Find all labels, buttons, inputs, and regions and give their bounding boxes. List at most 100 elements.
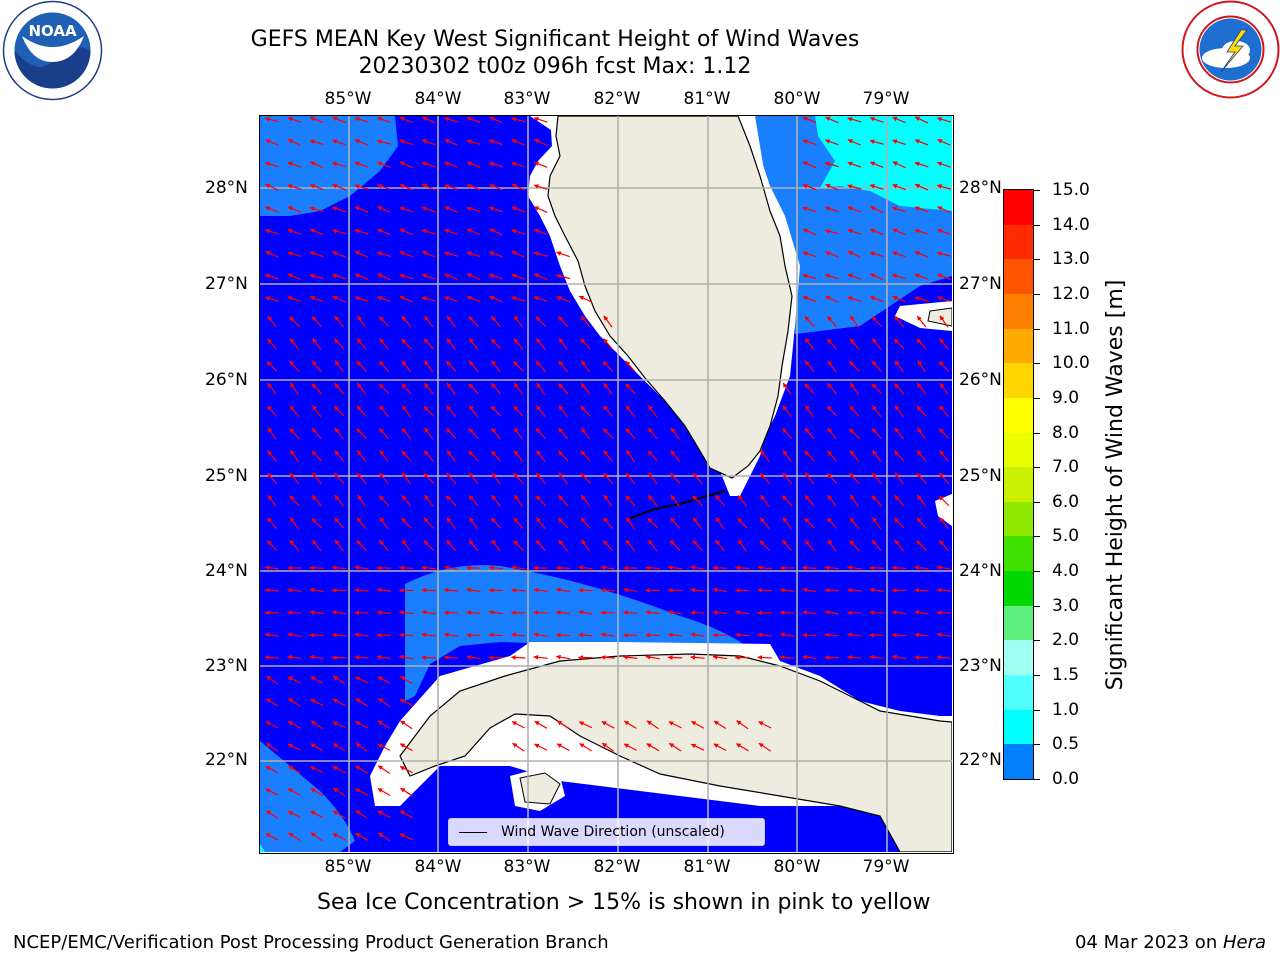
wind-wave-arrow [265, 765, 279, 774]
colorbar-tick-mark [1034, 190, 1040, 191]
wind-wave-arrow [557, 517, 569, 529]
wind-wave-arrow [602, 472, 614, 485]
wind-wave-arrow [266, 405, 278, 417]
wind-wave-arrow [511, 228, 526, 235]
colorbar-band [1004, 259, 1033, 295]
wind-wave-arrow [894, 360, 904, 373]
wind-wave-arrow [354, 655, 369, 660]
wind-wave-arrow [511, 139, 526, 146]
colorbar-tick-mark [1034, 363, 1040, 365]
wind-wave-arrow [489, 295, 503, 303]
wind-wave-arrow [377, 743, 391, 751]
lon-label-top: 85°W [324, 89, 372, 109]
wind-wave-arrow [423, 450, 434, 462]
colorbar [1003, 189, 1034, 780]
wind-wave-arrow [625, 472, 636, 485]
wind-wave-arrow [334, 360, 344, 373]
wind-wave-arrow [287, 273, 302, 281]
wind-wave-arrow [354, 228, 369, 235]
lon-label-bottom: 82°W [593, 857, 641, 877]
lat-label-right: 25°N [959, 466, 1002, 486]
colorbar-band [1004, 536, 1033, 572]
wind-wave-arrow [892, 228, 906, 236]
wind-wave-arrow [534, 138, 548, 146]
wind-wave-arrow [379, 472, 389, 485]
wind-wave-arrow [847, 184, 862, 190]
wind-wave-arrow [332, 833, 346, 841]
wind-wave-arrow [916, 382, 927, 395]
wind-wave-arrow [264, 273, 279, 280]
wind-wave-arrow [894, 315, 905, 328]
wind-wave-arrow [533, 610, 548, 616]
wind-wave-arrow [556, 720, 570, 730]
wind-wave-arrow [916, 405, 927, 417]
wind-wave-arrow [401, 315, 412, 328]
wind-wave-arrow [421, 251, 436, 258]
wind-wave-arrow [309, 161, 324, 169]
wind-wave-arrow [421, 161, 436, 168]
wind-wave-arrow [332, 161, 347, 168]
wind-wave-arrow [267, 450, 277, 462]
footer-date-text: 04 Mar 2023 on [1074, 932, 1223, 953]
wind-wave-arrow [894, 539, 904, 552]
wind-wave-arrow [469, 517, 479, 530]
wind-wave-arrow [354, 565, 369, 570]
colorbar-tick-mark [1034, 675, 1040, 677]
wind-wave-arrow [894, 495, 905, 507]
wind-wave-arrow [580, 315, 591, 328]
wind-wave-arrow [264, 228, 279, 235]
wind-wave-arrow [713, 743, 727, 752]
wind-wave-arrow [354, 788, 369, 796]
wind-wave-arrow [802, 139, 817, 146]
wind-wave-arrow [936, 632, 952, 638]
lat-label-right: 24°N [959, 561, 1002, 581]
wind-wave-arrow [265, 251, 279, 258]
wind-wave-arrow [332, 721, 346, 729]
wind-wave-arrow [287, 632, 302, 638]
wind-wave-arrow [424, 360, 434, 373]
wind-wave-arrow [377, 765, 391, 775]
wind-wave-arrow [759, 517, 770, 529]
wind-wave-arrow [332, 675, 346, 685]
wind-wave-arrow [779, 610, 795, 616]
wind-wave-arrow [872, 517, 882, 530]
wind-wave-arrow [265, 139, 279, 146]
wind-wave-arrow [444, 228, 459, 235]
wind-wave-arrow [265, 698, 279, 707]
wind-wave-arrow [802, 161, 817, 169]
wind-wave-arrow [600, 587, 616, 593]
colorbar-band [1004, 744, 1033, 780]
wind-wave-arrow [712, 587, 728, 593]
wind-wave-arrow [536, 449, 546, 463]
wind-wave-arrow [421, 632, 436, 638]
wind-wave-arrow [423, 382, 434, 395]
wind-wave-arrow [535, 316, 547, 327]
wind-wave-arrow [466, 251, 481, 258]
wind-wave-arrow [827, 360, 837, 373]
wind-wave-arrow [824, 632, 840, 638]
wind-wave-arrow [287, 184, 302, 190]
wind-wave-arrow [287, 296, 302, 303]
wind-wave-arrow [602, 540, 614, 552]
wind-wave-arrow [401, 405, 411, 418]
wind-wave-arrow [399, 765, 413, 774]
wind-wave-arrow [511, 721, 525, 729]
wind-wave-arrow [401, 472, 411, 485]
wind-wave-arrow [332, 273, 347, 280]
wind-wave-arrow [869, 610, 884, 616]
wind-wave-arrow [802, 295, 817, 303]
wind-wave-arrow [871, 495, 883, 507]
wind-wave-arrow [805, 337, 815, 351]
wind-wave-arrow [513, 382, 524, 395]
wind-wave-arrow [782, 405, 793, 418]
wind-wave-arrow [558, 337, 568, 351]
colorbar-band [1004, 709, 1033, 745]
footer-credit: NCEP/EMC/Verification Post Processing Pr… [13, 932, 609, 953]
wind-wave-arrow [354, 206, 369, 213]
wind-wave-arrow [625, 539, 636, 552]
wind-wave-arrow [489, 228, 503, 236]
wind-wave-arrow [377, 206, 391, 214]
wind-wave-arrow [491, 539, 501, 552]
wind-wave-arrow [466, 206, 481, 212]
wind-wave-arrow [557, 383, 569, 395]
